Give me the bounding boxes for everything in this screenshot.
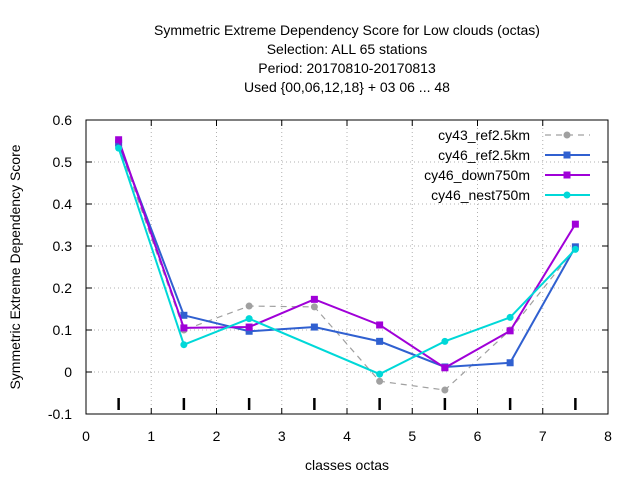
y-tick-label: 0 [64,364,72,380]
data-point [506,313,514,321]
x-tick-label: 7 [539,428,547,444]
data-point [376,377,384,385]
data-point [441,337,449,345]
data-point [376,337,384,345]
data-point [245,315,253,323]
y-axis-label: Symmetric Extreme Dependency Score [7,144,23,389]
data-point [115,136,123,144]
y-tick-label: 0.4 [53,196,73,212]
x-tick-label: 6 [474,428,482,444]
title-line: Period: 20170810-20170813 [258,60,436,76]
data-point [180,311,188,319]
x-axis-label: classes octas [305,457,389,473]
legend-swatch-marker [563,151,571,159]
series-cy46_down750m [115,136,579,372]
title-line: Symmetric Extreme Dependency Score for L… [154,22,540,38]
data-point [441,386,449,394]
y-tick-label: 0.5 [53,154,73,170]
legend-label: cy46_down750m [424,167,530,183]
data-point [571,245,579,253]
x-tick-label: 5 [408,428,416,444]
data-point [115,144,123,152]
data-point [310,323,318,331]
plot-frame [85,119,609,415]
x-tick-label: 4 [343,428,351,444]
y-tick-label: -0.1 [48,406,72,422]
data-point [376,321,384,329]
y-tick-label: 0.1 [53,322,73,338]
series-line [117,139,577,369]
y-axis-ticks: -0.1 0 0.1 0.2 0.3 0.4 0.5 0.6 [48,112,608,422]
grid [86,120,608,414]
legend: cy43_ref2.5km cy46_ref2.5km cy46_down750mc… [424,127,590,203]
data-point [506,327,514,335]
x-tick-label: 2 [213,428,221,444]
data-point [180,324,188,332]
y-tick-label: 0.2 [53,280,73,296]
data-point [245,323,253,331]
y-tick-label: 0.3 [53,238,73,254]
data-point [506,359,514,367]
x-tick-label: 1 [147,428,155,444]
series-line [117,142,577,368]
data-point [376,370,384,378]
legend-label: cy43_ref2.5km [438,127,530,143]
data-point [310,303,318,311]
chart-title: Symmetric Extreme Dependency Score for L… [154,22,540,95]
legend-swatch-marker [563,171,571,179]
y-tick-label: 0.6 [53,112,73,128]
data-point [245,302,253,310]
x-tick-label: 3 [278,428,286,444]
data-point [310,295,318,303]
legend-swatch-marker [563,131,571,139]
legend-label: cy46_nest750m [431,187,530,203]
series [115,136,579,394]
data-point [245,327,253,335]
data-point [441,364,449,372]
legend-swatch-marker [563,191,571,199]
x-tick-label: 8 [604,428,612,444]
x-axis-ticks: 0 1 2 3 4 5 6 7 8 [82,120,612,444]
series-cy46_nest750m [115,144,579,378]
title-line: Used {00,06,12,18} + 03 06 ... 48 [244,79,450,95]
legend-label: cy46_ref2.5km [438,147,530,163]
data-point [180,341,188,349]
title-line: Selection: ALL 65 stations [267,41,428,57]
x-tick-label: 0 [82,428,90,444]
data-point [571,220,579,228]
